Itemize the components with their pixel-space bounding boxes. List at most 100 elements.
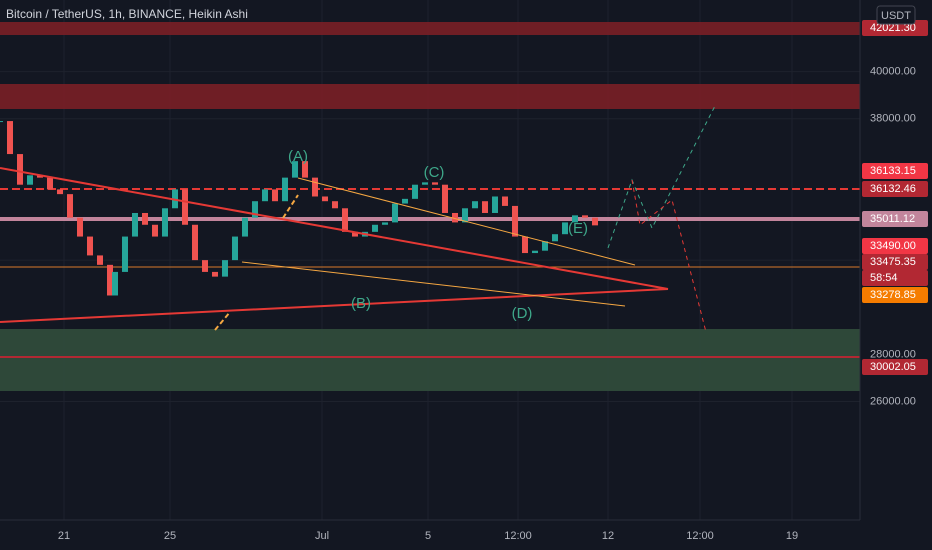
candle <box>442 184 448 213</box>
price-tag <box>862 181 928 197</box>
trend-line <box>0 288 669 323</box>
candle <box>282 177 288 202</box>
y-tick-label: 28000.00 <box>870 348 916 360</box>
candle <box>582 215 588 218</box>
candle <box>332 201 338 209</box>
candle <box>47 177 53 190</box>
wave-label: (B) <box>351 295 371 312</box>
price-tag <box>862 238 928 254</box>
wave-label: (C) <box>424 164 445 181</box>
y-tick-label: 40000.00 <box>870 65 916 77</box>
candle <box>142 212 148 225</box>
candle <box>27 175 33 185</box>
wave-line <box>214 311 231 331</box>
trend-line <box>0 167 669 290</box>
x-tick-label: 5 <box>425 530 431 542</box>
x-tick-label: 19 <box>786 530 798 542</box>
candle <box>302 161 308 178</box>
candle <box>252 201 258 218</box>
candle <box>17 154 23 185</box>
candle <box>182 189 188 225</box>
price-tag-label: 42021.30 <box>870 22 916 34</box>
x-tick-label: 21 <box>58 530 70 542</box>
support-zone <box>0 329 860 391</box>
price-tag-label: 33475.35 <box>870 256 916 268</box>
resistance-zone <box>0 84 860 109</box>
price-tag <box>862 254 928 270</box>
candles <box>0 121 598 296</box>
candle <box>432 182 438 185</box>
candle <box>502 196 508 206</box>
candle <box>132 212 138 237</box>
candle <box>292 161 298 178</box>
candle <box>462 208 468 223</box>
candle <box>472 201 478 209</box>
candle <box>202 260 208 272</box>
x-tick-label: 12:00 <box>504 530 532 542</box>
candle <box>192 224 198 261</box>
wave-label: (E) <box>568 220 588 237</box>
candle <box>352 231 358 237</box>
candle <box>322 196 328 202</box>
candle <box>312 177 318 197</box>
candle <box>532 250 538 254</box>
resistance-zone <box>0 22 860 35</box>
price-tag-label: 33278.85 <box>870 289 916 301</box>
candle <box>232 236 238 261</box>
candle <box>212 271 218 277</box>
candle <box>392 203 398 223</box>
wave-line <box>297 177 636 266</box>
candle <box>37 175 43 178</box>
candle <box>107 264 113 296</box>
axis-labels: 26000.0028000.0032000.0038000.0040000.00… <box>58 20 928 542</box>
candle <box>57 189 63 195</box>
x-tick-label: Jul <box>315 530 329 542</box>
wave-label: (A) <box>288 148 308 165</box>
wave-line <box>241 261 626 307</box>
candle <box>97 255 103 265</box>
candle <box>372 224 378 232</box>
price-tag <box>862 287 928 303</box>
candle <box>242 217 248 237</box>
candle <box>512 205 518 237</box>
candle <box>7 121 13 155</box>
candle <box>382 222 388 225</box>
candle <box>0 121 3 123</box>
projection <box>607 103 717 249</box>
price-tag-label: 33490.00 <box>870 240 916 252</box>
candle <box>87 236 93 256</box>
wave-line <box>282 194 299 219</box>
price-tag <box>862 359 928 375</box>
price-tag-label: 36133.15 <box>870 165 916 177</box>
x-tick-label: 12:00 <box>686 530 714 542</box>
candle <box>67 194 73 218</box>
candle <box>412 184 418 199</box>
candle <box>422 182 428 185</box>
price-tag-label: 35011.12 <box>870 213 915 225</box>
candle <box>492 196 498 213</box>
currency-button[interactable] <box>876 5 916 25</box>
y-tick-label: 38000.00 <box>870 113 916 125</box>
y-tick-label: 26000.00 <box>870 395 916 407</box>
price-tag-label: 30002.05 <box>870 361 916 373</box>
annotations: (A) (B) (C) (D) (E) <box>288 148 588 322</box>
candle <box>222 260 228 277</box>
price-tag-label: 58:54 <box>870 272 898 284</box>
x-tick-label: 25 <box>164 530 176 542</box>
candle <box>152 224 158 237</box>
candle <box>122 236 128 272</box>
price-tag <box>862 270 928 286</box>
wave-label: (D) <box>512 305 533 322</box>
candle <box>112 271 118 296</box>
candle <box>552 234 558 242</box>
candle <box>77 217 83 237</box>
candle <box>562 222 568 235</box>
candle <box>572 215 578 223</box>
chart-title: Bitcoin / TetherUS, 1h, BINANCE, Heikin … <box>6 7 248 21</box>
price-tag-label: 36132.46 <box>870 183 916 195</box>
candle <box>262 189 268 202</box>
currency-label[interactable]: USDT <box>881 10 911 22</box>
candle <box>402 198 408 204</box>
price-tag <box>862 163 928 179</box>
